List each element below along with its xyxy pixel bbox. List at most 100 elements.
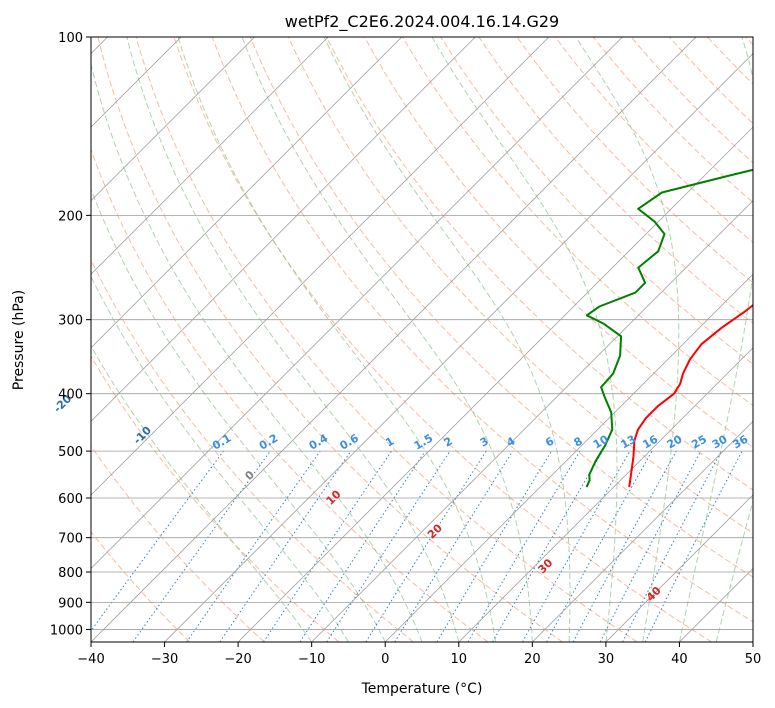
moist-adiabat-line: [575, 37, 680, 642]
y-tick-label: 100: [58, 31, 83, 46]
dry-adiabat-line: [478, 37, 753, 324]
y-tick-label: 200: [58, 209, 83, 224]
mixing-ratio-line: [436, 450, 552, 642]
dry-adiabat-label: 0: [242, 468, 257, 483]
isotherm-line: [458, 347, 753, 642]
mixing-ratio-line: [644, 450, 743, 642]
y-tick-label: 1000: [50, 623, 83, 638]
dry-adiabat-line: [440, 37, 753, 365]
isotherm-line: [605, 494, 753, 642]
isotherm-line: [91, 37, 403, 349]
mixing-ratio-label: 10: [591, 432, 611, 451]
axes: −40 −30 −20 −10 0 10 20 30 40 5010020030040050060…: [50, 31, 761, 667]
mixing-ratio-line: [546, 450, 653, 642]
mixing-ratio-label: 1.5: [412, 432, 435, 453]
dry-adiabat-line: [554, 37, 753, 244]
x-axis-title: Temperature (°C): [361, 681, 483, 697]
y-tick-label: 500: [58, 445, 83, 460]
y-tick-label: 900: [58, 596, 83, 611]
plot-background-lines: [91, 37, 753, 642]
mixing-ratio-label: 25: [689, 433, 709, 452]
dry-adiabat-line: [669, 37, 753, 125]
dry-adiabat-line: [211, 37, 753, 623]
dry-adiabat-label: 20: [425, 521, 445, 541]
dry-adiabat-line: [745, 37, 753, 46]
dry-adiabat-line: [516, 37, 753, 284]
chart-title: wetPf2_C2E6.2024.004.16.14.G29: [285, 12, 559, 32]
y-tick-label: 800: [58, 566, 83, 581]
mixing-ratio-line: [91, 450, 224, 632]
plot-series: [585, 168, 753, 488]
mixing-ratio-label: 8: [572, 435, 585, 450]
isotherm-line: [679, 567, 753, 642]
mixing-ratio-line: [326, 450, 451, 642]
dry-adiabat-line: [402, 37, 753, 407]
x-tick-label: −20: [224, 652, 251, 667]
moist-adiabat-line: [678, 37, 753, 642]
y-tick-label: 400: [58, 388, 83, 403]
dry-adiabat-line: [707, 37, 753, 85]
isotherm-line: [91, 37, 476, 422]
mixing-ratio-label: 0.2: [257, 432, 280, 453]
mixing-ratio-label: 16: [640, 432, 660, 451]
mixing-ratio-label: 0.4: [307, 431, 331, 452]
plot-frame: [90, 36, 754, 643]
dry-adiabat-line: [326, 37, 753, 491]
profile-line-1: [585, 168, 753, 488]
mixing-ratio-line: [299, 450, 426, 642]
isotherm-line: [91, 37, 697, 642]
isotherm-line: [91, 37, 623, 570]
mixing-ratio-line: [467, 450, 581, 642]
mixing-ratio-label: 36: [730, 432, 750, 451]
x-tick-label: 40: [671, 652, 688, 667]
dry-adiabat-line: [249, 37, 753, 578]
dry-adiabat-line: [97, 37, 563, 642]
mixing-ratio-label: 3: [478, 435, 491, 450]
moist-adiabat-line: [177, 37, 497, 642]
x-tick-label: 30: [598, 652, 615, 667]
mixing-ratio-line: [522, 450, 631, 642]
moist-adiabat-line: [91, 62, 423, 642]
x-tick-label: 20: [524, 652, 541, 667]
dry-adiabat-label: 30: [535, 556, 555, 576]
x-tick-label: −10: [298, 652, 325, 667]
y-tick-label: 300: [58, 314, 83, 329]
x-tick-label: 0: [381, 652, 389, 667]
profile-line-0: [628, 303, 753, 488]
mixing-ratio-line: [394, 450, 514, 642]
isotherm-line: [91, 37, 550, 496]
dry-adiabat-label: -10: [131, 424, 154, 447]
dry-adiabat-line: [91, 531, 191, 642]
isotherm-line: [384, 273, 753, 642]
moist-adiabat-line: [126, 37, 460, 642]
mixing-ratio-line: [572, 450, 677, 642]
mixing-ratio-line: [186, 450, 321, 642]
moist-adiabat-line: [91, 345, 313, 642]
dry-adiabat-line: [91, 355, 340, 642]
isotherm-line: [311, 200, 753, 642]
moist-adiabat-line: [241, 37, 533, 642]
isotherm-line: [91, 37, 255, 202]
moist-adiabat-line: [431, 37, 618, 642]
isotherm-line: [752, 641, 753, 642]
moist-adiabat-line: [715, 498, 753, 642]
mixing-ratio-line: [132, 450, 271, 642]
x-tick-label: 50: [745, 652, 762, 667]
isotherm-line: [237, 126, 753, 642]
moist-adiabat-line: [323, 37, 571, 642]
isotherm-line: [532, 420, 753, 642]
moist-adiabat-line: [91, 188, 386, 642]
isotherm-line: [164, 52, 753, 642]
dry-adiabat-line: [91, 258, 414, 642]
dry-adiabat-line: [173, 37, 713, 642]
dry-adiabat-line: [91, 148, 489, 642]
dry-adiabat-line: [135, 37, 638, 642]
mixing-ratio-line: [263, 450, 392, 642]
x-tick-label: −40: [77, 652, 104, 667]
mixing-ratio-label: 30: [710, 432, 730, 451]
isotherm-line: [91, 37, 329, 275]
mixing-ratio-line: [219, 450, 352, 642]
y-axis-title: Pressure (hPa): [11, 290, 27, 390]
y-tick-label: 700: [58, 532, 83, 547]
